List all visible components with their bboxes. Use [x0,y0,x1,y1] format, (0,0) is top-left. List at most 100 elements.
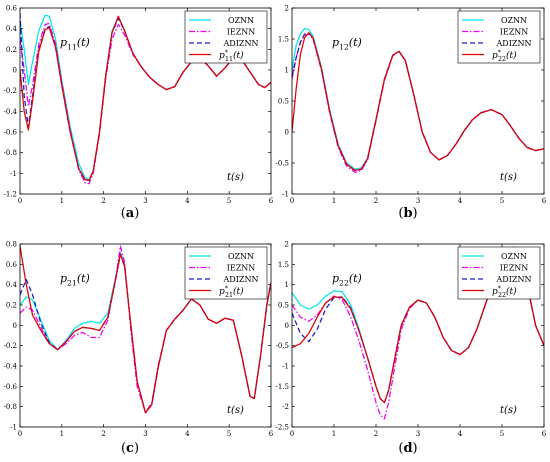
y-tick-label: -0.4 [4,363,18,371]
x-tick-label: 1 [60,197,64,205]
time-axis-label: t(s) [500,172,517,183]
x-tick-label: 0 [290,430,294,438]
x-tick-label: 6 [269,197,274,205]
y-tick-label: 0 [13,322,17,330]
legend: OZNN IEZNN ADIZNN p* 22(t) [457,10,541,64]
series-line-ieznn [20,22,271,185]
legend-entry: OZNN [228,252,254,261]
legend-entry: ADIZNN [496,275,532,284]
y-tick-label: 1.5 [278,36,289,44]
legend: OZNN IEZNN ADIZNN p* 11(t) [184,10,268,64]
legend-entry: p* 22(t) [492,286,517,299]
x-tick-label: 6 [542,430,547,438]
x-tick-label: 0 [18,430,22,438]
y-tick-label: 2 [285,241,289,249]
y-tick-label: 0.4 [6,281,18,289]
legend-entry: p* 21(t) [219,286,244,299]
y-tick-label: -2.5 [276,424,290,432]
panel-label: (d) [398,441,417,456]
legend-entry: IEZNN [227,28,256,37]
series-line-p11t [20,15,271,182]
series-line-p22t [292,32,544,172]
x-tick-label: 0 [18,197,22,205]
x-tick-label: 5 [500,197,504,205]
x-tick-label: 2 [374,197,378,205]
x-tick-label: 4 [458,197,463,205]
x-tick-label: 6 [269,430,274,438]
y-tick-label: 0.5 [278,302,289,310]
curve-label: p12(t) [332,36,362,51]
legend: OZNN IEZNN ADIZNN p* 22(t) [457,246,541,300]
y-tick-label: 0.6 [6,261,18,269]
y-tick-label: -0.5 [276,342,290,350]
y-tick-label: -0.2 [4,342,18,350]
time-axis-label: t(s) [500,405,517,416]
legend-entry: OZNN [501,252,527,261]
x-tick-label: 5 [500,430,504,438]
y-tick-label: -2 [282,403,289,411]
y-tick-label: -0.6 [4,383,18,391]
y-tick-label: -1 [282,363,289,371]
legend-entry: ADIZNN [496,39,532,48]
curve-label: p22(t) [332,272,362,287]
time-axis-label: t(s) [227,172,244,183]
x-tick-label: 1 [60,430,64,438]
x-tick-label: 1 [332,197,336,205]
legend-entry: IEZNN [500,28,529,37]
y-tick-label: 1 [285,67,289,75]
y-tick-label: -1 [10,424,17,432]
series-line-p21t [20,245,271,414]
y-tick-label: 1.5 [278,261,289,269]
legend-entry: OZNN [501,16,527,25]
panel-label: (a) [121,206,140,221]
x-tick-label: 3 [416,197,420,205]
panel-label: (c) [121,441,139,456]
panel-label: (b) [398,206,417,221]
x-tick-label: 3 [143,430,147,438]
x-tick-label: 2 [101,430,105,438]
y-tick-label: 0.6 [6,5,18,13]
series-lines [292,27,544,173]
curve-label: p21(t) [60,272,90,287]
legend-entry: ADIZNN [223,39,259,48]
y-tick-label: -0.2 [4,87,18,95]
x-tick-label: 0 [290,197,294,205]
x-tick-label: 4 [458,430,463,438]
legend-entry: ADIZNN [223,275,259,284]
x-tick-label: 5 [227,197,231,205]
x-tick-label: 5 [227,430,231,438]
y-tick-label: -1.5 [276,383,290,391]
legend-entry: IEZNN [500,264,529,273]
y-tick-label: -1 [10,170,17,178]
y-tick-label: 1 [285,281,289,289]
chart-panel-3: 0 1 2 3 4 5 6 -1 -0.8 -0.6 -0.4 -0.2 0 0.2 0.4 0.6 0.8 p2… [4,241,274,457]
x-tick-label: 1 [332,430,336,438]
x-tick-label: 6 [542,197,547,205]
y-tick-label: 0.8 [6,241,17,249]
series-lines [20,13,271,185]
x-tick-label: 3 [143,197,147,205]
legend-entry: OZNN [228,16,254,25]
series-lines [20,245,271,414]
legend-entry: IEZNN [227,264,256,273]
curve-label: p11(t) [60,36,90,51]
y-tick-label: 2 [285,5,289,13]
x-tick-label: 2 [101,197,105,205]
y-tick-label: 0.2 [6,302,17,310]
y-tick-label: -1.2 [4,191,18,199]
legend: OZNN IEZNN ADIZNN p* 21(t) [184,246,268,300]
y-tick-label: -0.6 [4,129,18,137]
y-tick-label: 0.2 [6,46,17,54]
y-tick-label: -1 [282,191,289,199]
chart-panel-1: 0 1 2 3 4 5 6 -1.2 -1 -0.8 -0.6 -0.4 -0.2 0 0.2 0.4 0.6 p… [4,5,274,222]
legend-entry: p* 22(t) [492,50,517,63]
y-tick-label: 0 [285,129,289,137]
y-tick-label: -0.8 [4,403,18,411]
x-tick-label: 3 [416,430,420,438]
y-tick-label: 0.5 [278,98,289,106]
y-tick-label: -0.8 [4,149,18,157]
legend-entry: p* 11(t) [219,50,244,63]
x-tick-label: 4 [185,197,190,205]
chart-panel-4: 0 1 2 3 4 5 6 -2.5 -2 -1.5 -1 -0.5 0 0.5 1 1.5 2 p22(t) t(… [276,241,547,457]
